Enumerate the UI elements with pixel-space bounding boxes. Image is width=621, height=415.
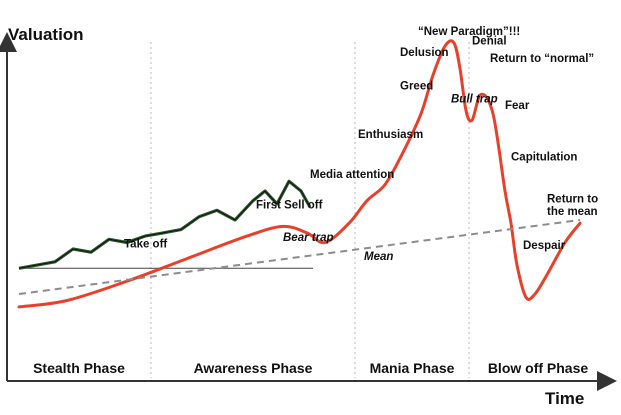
phase-dividers (150, 42, 470, 378)
annotation-7: Delusion (400, 47, 449, 59)
series-market-price-line (18, 180, 311, 269)
annotation-15: the mean (547, 206, 598, 218)
annotation-2: Bear trap (283, 232, 334, 244)
annotation-1: First Sell off (256, 200, 323, 212)
annotation-16: Despair (523, 240, 566, 252)
annotation-9: Denial (472, 36, 507, 48)
annotation-10: Return to “normal” (490, 53, 594, 65)
phase-label-1: Awareness Phase (194, 360, 313, 376)
annotation-13: Capitulation (511, 151, 577, 163)
phase-label-3: Blow off Phase (488, 360, 589, 376)
annotation-group: Take off First Sell off Bear trap Mean Media… (124, 26, 598, 263)
series-bubble-curve (17, 39, 582, 309)
annotation-0: Take off (124, 238, 167, 250)
phase-label-0: Stealth Phase (33, 360, 125, 376)
annotation-5: Enthusiasm (358, 129, 423, 141)
annotation-12: Fear (505, 100, 530, 112)
annotation-14: Return to (547, 193, 598, 205)
phase-label-group: Stealth Phase Awareness Phase Mania Phase B… (33, 360, 588, 376)
series-mean-line (18, 218, 581, 296)
y-axis-title: Valuation (8, 25, 84, 44)
series-group (17, 39, 582, 309)
annotation-11: Bull trap (451, 93, 498, 105)
series-market-price-band (18, 179, 312, 270)
x-axis-title: Time (545, 389, 584, 408)
phase-label-2: Mania Phase (370, 360, 455, 376)
annotation-4: Media attention (310, 169, 394, 181)
annotation-3: Mean (364, 251, 393, 263)
annotation-8: “New Paradigm”!!! (418, 26, 520, 38)
annotation-6: Greed (400, 81, 433, 93)
